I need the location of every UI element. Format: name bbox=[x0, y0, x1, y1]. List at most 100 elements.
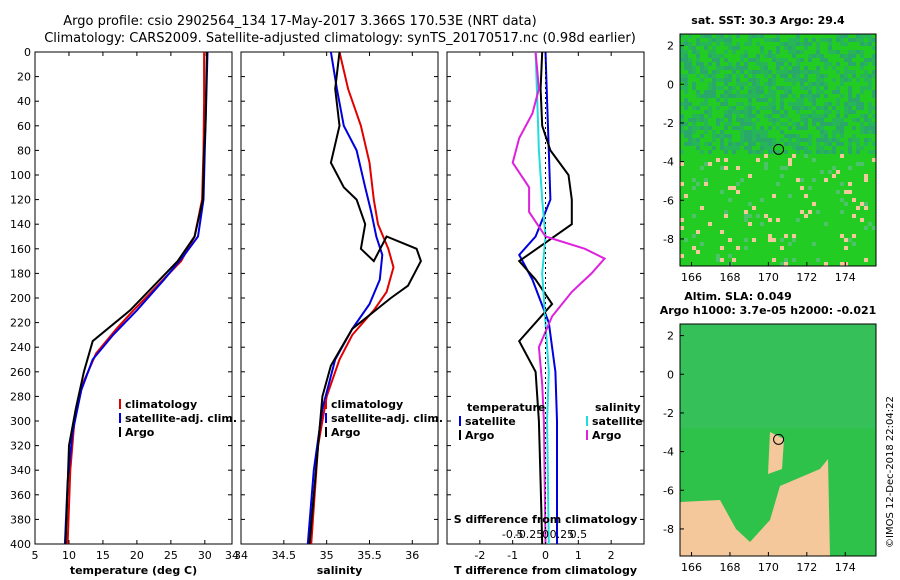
map-pixel bbox=[784, 58, 788, 62]
map-pixel bbox=[776, 218, 780, 222]
map-pixel bbox=[728, 138, 732, 142]
x-tick-label: 0 bbox=[542, 549, 549, 562]
map-pixel bbox=[848, 106, 852, 110]
map-pixel bbox=[824, 106, 828, 110]
map-pixel bbox=[800, 42, 804, 46]
map-pixel bbox=[756, 158, 760, 162]
map-pixel bbox=[808, 142, 812, 146]
map-pixel bbox=[700, 114, 704, 118]
map-pixel bbox=[692, 142, 696, 146]
map-pixel bbox=[796, 122, 800, 126]
map-pixel bbox=[820, 130, 824, 134]
map-pixel bbox=[680, 254, 684, 258]
map-pixel bbox=[784, 234, 788, 238]
map-pixel bbox=[844, 34, 848, 38]
map-pixel bbox=[820, 106, 824, 110]
map-pixel bbox=[712, 78, 716, 82]
series-line-sat bbox=[306, 51, 384, 545]
map-pixel bbox=[836, 110, 840, 114]
x-tick-label: 35 bbox=[320, 549, 334, 562]
map-pixel bbox=[760, 90, 764, 94]
map-pixel bbox=[740, 142, 744, 146]
map-pixel bbox=[852, 38, 856, 42]
map-pixel bbox=[712, 138, 716, 142]
y-tick-label: 40 bbox=[17, 95, 31, 108]
map-pixel bbox=[812, 82, 816, 86]
map-pixel bbox=[852, 234, 856, 238]
map-pixel bbox=[724, 166, 728, 170]
map-pixel bbox=[864, 70, 868, 74]
map-pixel bbox=[692, 138, 696, 142]
map-pixel bbox=[868, 78, 872, 82]
map-pixel bbox=[704, 46, 708, 50]
legend-label: Argo bbox=[592, 429, 622, 442]
map-pixel bbox=[744, 130, 748, 134]
map-pixel bbox=[848, 142, 852, 146]
map-pixel bbox=[680, 130, 684, 134]
map-pixel bbox=[820, 78, 824, 82]
y-tick-label: 140 bbox=[10, 218, 31, 231]
map-pixel bbox=[848, 238, 852, 242]
map-pixel bbox=[872, 142, 876, 146]
map-pixel bbox=[744, 122, 748, 126]
map-pixel bbox=[736, 62, 740, 66]
map-pixel bbox=[716, 34, 720, 38]
map-pixel bbox=[760, 50, 764, 54]
map-pixel bbox=[788, 50, 792, 54]
map-pixel bbox=[772, 54, 776, 58]
x-axis-label: T difference from climatology bbox=[454, 564, 637, 577]
map-pixel bbox=[712, 82, 716, 86]
map-pixel bbox=[744, 118, 748, 122]
map-pixel bbox=[712, 38, 716, 42]
map-pixel bbox=[840, 234, 844, 238]
map-pixel bbox=[808, 90, 812, 94]
map-pixel bbox=[872, 126, 876, 130]
map-land bbox=[680, 459, 830, 556]
map-pixel bbox=[868, 110, 872, 114]
map-pixel bbox=[740, 94, 744, 98]
map-pixel bbox=[716, 106, 720, 110]
map-pixel bbox=[716, 134, 720, 138]
map-pixel bbox=[824, 58, 828, 62]
map-pixel bbox=[772, 194, 776, 198]
map-pixel bbox=[804, 38, 808, 42]
map-pixel bbox=[728, 74, 732, 78]
y-tick-label: 240 bbox=[10, 341, 31, 354]
map-pixel bbox=[780, 70, 784, 74]
map-pixel bbox=[856, 106, 860, 110]
x-tick-label: 10 bbox=[62, 549, 76, 562]
map-pixel bbox=[768, 38, 772, 42]
map-pixel bbox=[680, 34, 684, 38]
x-tick-label: -2 bbox=[474, 549, 485, 562]
map-pixel bbox=[704, 178, 708, 182]
map-pixel bbox=[736, 66, 740, 70]
map-pixel bbox=[736, 166, 740, 170]
map-pixel bbox=[800, 102, 804, 106]
map-pixel bbox=[784, 114, 788, 118]
map-pixel bbox=[740, 54, 744, 58]
map-pixel bbox=[716, 58, 720, 62]
x-tick-label: 36 bbox=[405, 549, 419, 562]
map-pixel bbox=[700, 242, 704, 246]
map-pixel bbox=[808, 94, 812, 98]
map-pixel bbox=[680, 42, 684, 46]
map-pixel bbox=[680, 226, 684, 230]
map-pixel bbox=[744, 110, 748, 114]
map-pixel bbox=[792, 106, 796, 110]
map-pixel bbox=[804, 146, 808, 150]
map-pixel bbox=[784, 94, 788, 98]
map-pixel bbox=[824, 110, 828, 114]
map-pixel bbox=[760, 98, 764, 102]
map-pixel bbox=[812, 110, 816, 114]
map-pixel bbox=[800, 98, 804, 102]
map-pixel bbox=[844, 110, 848, 114]
map-pixel bbox=[704, 90, 708, 94]
map-pixel bbox=[748, 78, 752, 82]
map-pixel bbox=[732, 86, 736, 90]
map-pixel bbox=[832, 138, 836, 142]
map-pixel bbox=[804, 106, 808, 110]
map-pixel bbox=[852, 138, 856, 142]
map-pixel bbox=[752, 70, 756, 74]
map-pixel bbox=[800, 94, 804, 98]
map-pixel bbox=[800, 186, 804, 190]
